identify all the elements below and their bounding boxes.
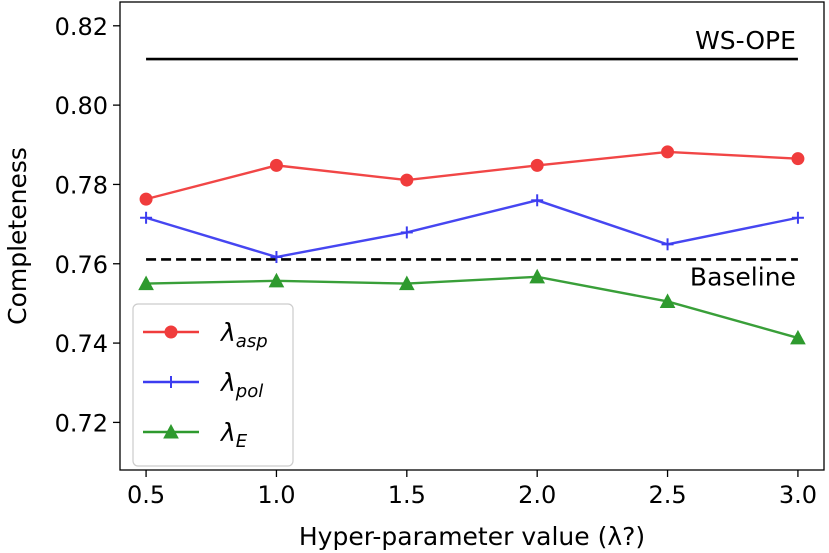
- legend-subscript-asp: asp: [236, 331, 268, 352]
- y-tick-label: 0.82: [55, 13, 108, 41]
- data-point-pol: [661, 238, 674, 251]
- reference-label-ws-ope: WS-OPE: [695, 26, 796, 55]
- y-tick-label: 0.74: [55, 330, 108, 358]
- y-tick-label: 0.78: [55, 171, 108, 199]
- data-point-asp: [661, 145, 675, 159]
- data-point-E: [398, 275, 415, 291]
- x-tick-label: 0.5: [127, 481, 165, 509]
- data-point-pol: [140, 211, 153, 224]
- series-E: [138, 268, 806, 345]
- data-point-asp: [791, 152, 805, 166]
- legend-label-E: λE: [219, 418, 248, 452]
- data-point-E: [790, 329, 806, 345]
- data-point-asp: [269, 158, 283, 172]
- plot-content: WS-OPE Baseline: [138, 26, 806, 345]
- legend-entry-E: λE: [143, 418, 248, 452]
- data-point-pol: [270, 251, 283, 264]
- series-line-pol: [145, 199, 799, 259]
- legend-marker-asp: [164, 325, 178, 339]
- y-tick-label: 0.72: [55, 409, 108, 437]
- data-point-asp: [530, 158, 544, 172]
- data-point-pol: [531, 194, 544, 207]
- data-point-pol: [400, 226, 413, 239]
- y-axis-label: Completeness: [3, 147, 32, 325]
- data-point-asp: [139, 192, 153, 206]
- legend-subscript-pol: pol: [235, 381, 263, 402]
- x-axis-label: Hyper-parameter value (λ?): [299, 522, 645, 551]
- legend-box: [132, 303, 294, 467]
- series-line-E: [146, 275, 799, 340]
- data-point-E: [138, 275, 154, 291]
- reference-label-baseline: Baseline: [690, 262, 796, 291]
- plot-frame: [119, 1, 825, 471]
- x-tick-label: 3.0: [779, 481, 817, 509]
- series-asp: [139, 145, 805, 206]
- data-point-pol: [791, 211, 804, 224]
- series-pol: [140, 194, 804, 264]
- x-tick-label: 1.0: [257, 481, 295, 509]
- series-line-asp: [145, 150, 798, 201]
- x-tick-label: 2.5: [648, 481, 686, 509]
- y-tick-label: 0.80: [55, 92, 108, 120]
- x-tick-label: 1.5: [388, 481, 426, 509]
- x-axis-ticks: 0.5 1.0 1.5 2.0 2.5 3.0: [127, 470, 817, 509]
- data-point-E: [529, 268, 546, 284]
- legend-subscript-E: E: [236, 431, 248, 452]
- y-tick-label: 0.76: [55, 251, 108, 279]
- data-point-E: [659, 293, 676, 308]
- legend-marker-E: [163, 423, 179, 439]
- x-tick-label: 2.0: [518, 481, 556, 509]
- legend-marker-pol: [165, 376, 177, 388]
- y-axis-ticks: 0.72 0.74 0.76 0.78 0.80 0.82: [55, 13, 120, 437]
- data-point-E: [268, 272, 285, 288]
- data-point-asp: [400, 173, 414, 187]
